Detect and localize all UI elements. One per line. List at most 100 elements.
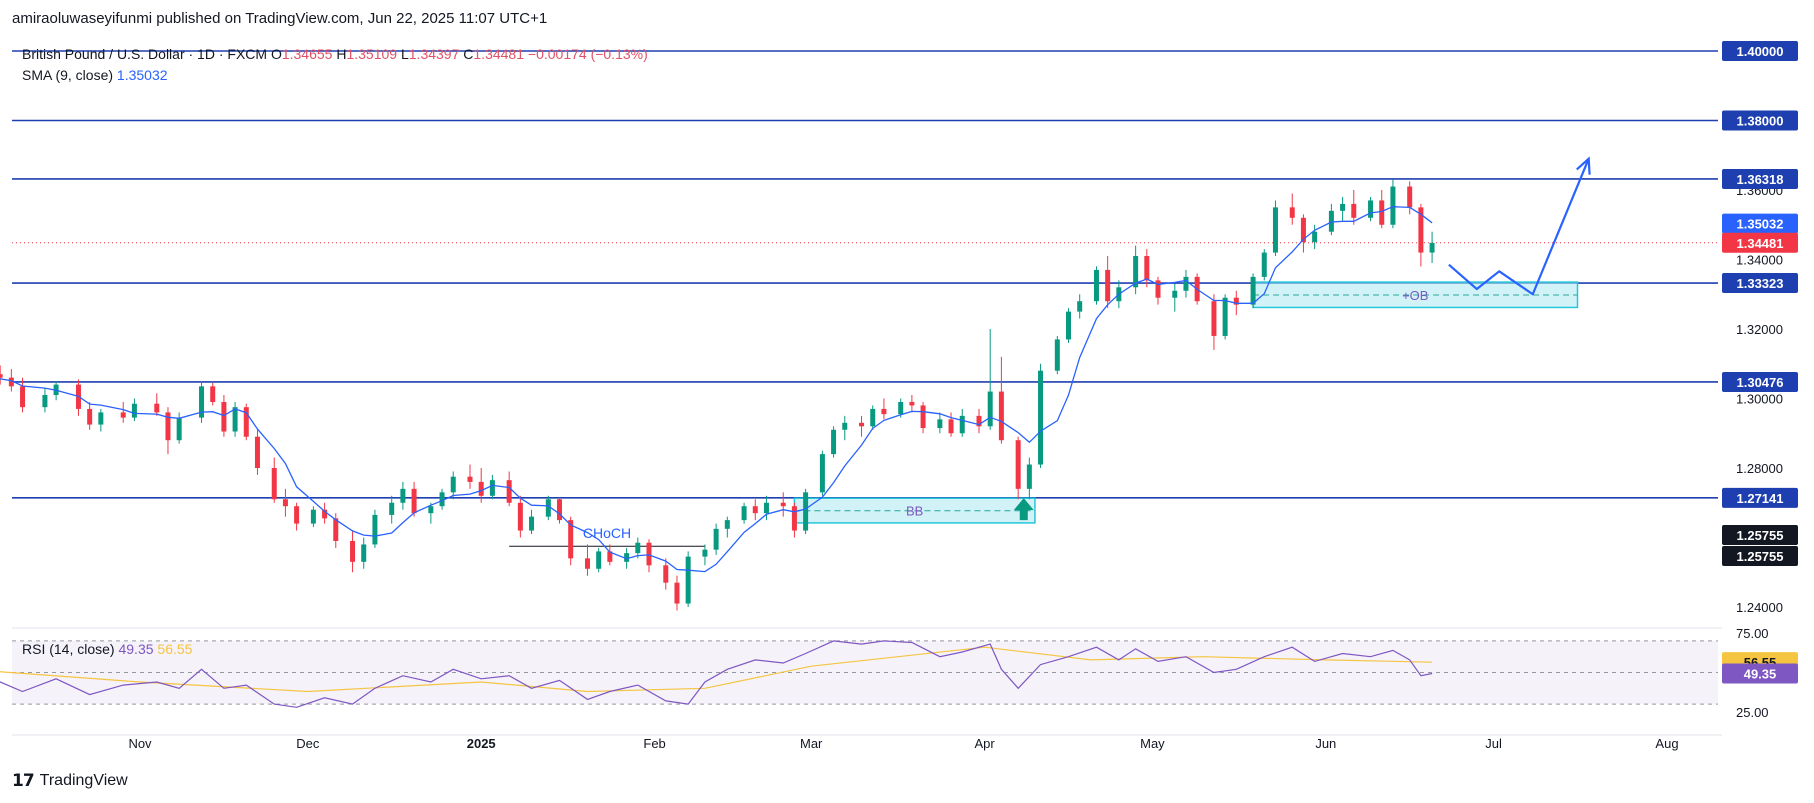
rsi-tick-label: 25.00 [1736, 705, 1769, 720]
open-label: O [270, 46, 282, 62]
candle-body [596, 551, 602, 569]
candle-body [517, 502, 523, 531]
candle-body [870, 408, 876, 427]
rsi-band [12, 640, 1718, 705]
crosshair-badge-bg [1722, 525, 1798, 546]
candle-body [87, 408, 93, 425]
time-tick-label: Apr [974, 736, 995, 751]
candle-body [1133, 256, 1139, 288]
rsi-tick-label: 75.00 [1736, 626, 1769, 641]
time-tick-label: Jul [1485, 736, 1502, 751]
candle-body [154, 403, 160, 413]
candle-body [361, 544, 367, 562]
rsi-ma-value: 56.55 [157, 641, 193, 657]
close-value: 1.34481 [473, 46, 524, 62]
candle-body [333, 518, 339, 541]
time-tick-label: Mar [800, 736, 823, 751]
candle-body [1312, 231, 1318, 243]
candle-body [568, 520, 574, 559]
open-value: 1.34655 [281, 46, 333, 62]
candle-body [713, 528, 719, 550]
candle-body [1054, 339, 1060, 371]
candle-body [1211, 301, 1217, 336]
up-arrow-icon [1013, 498, 1034, 521]
candle-body [741, 506, 747, 521]
candle-body [199, 386, 205, 418]
level-badge: 1.30476 [1737, 375, 1784, 390]
candle-body [506, 480, 512, 503]
candle-body [411, 488, 417, 514]
time-tick-label: May [1140, 736, 1165, 751]
candle-body [724, 520, 730, 529]
sma-badge: 1.35032 [1737, 217, 1784, 232]
rsi-badge: 49.35 [1744, 667, 1777, 682]
candle-body [467, 476, 473, 482]
candle-body [624, 553, 630, 562]
candle-body [1144, 256, 1150, 281]
crosshair-badge: 1.25755 [1737, 549, 1784, 564]
last-price-badge-bg [1722, 232, 1798, 253]
candle-body [791, 506, 797, 531]
candle-body [0, 374, 3, 378]
candle-body [937, 419, 943, 429]
candle-body [20, 386, 26, 408]
level-badge-bg [1722, 273, 1798, 294]
level-badge: 1.33323 [1737, 276, 1784, 291]
candle-body [1015, 440, 1021, 489]
crosshair-badge: 1.25755 [1737, 528, 1784, 543]
low-label: L [400, 46, 409, 62]
candle-body [1379, 200, 1385, 225]
high-value: 1.35109 [346, 46, 398, 62]
candle-body [987, 391, 993, 427]
rsi-ma-line [0, 646, 1433, 693]
candle-body [400, 488, 406, 503]
low-value: 1.34397 [408, 46, 460, 62]
candle-body [780, 502, 786, 507]
candle-body [1418, 207, 1424, 253]
candle-body [646, 542, 652, 566]
candle-body [909, 401, 915, 406]
level-badge-bg [1722, 110, 1798, 131]
candle-body [120, 412, 126, 418]
candle-body [948, 419, 954, 434]
level-badge: 1.38000 [1737, 114, 1784, 129]
candle-body [439, 492, 445, 507]
candle-body [752, 506, 758, 514]
price-tick-label: 1.28000 [1736, 461, 1783, 476]
rsi-value: 49.35 [118, 641, 154, 657]
candle-body [976, 415, 982, 427]
candle-body [243, 407, 249, 437]
zone-label: BB [906, 504, 923, 519]
candle-body [350, 540, 356, 562]
candle-body [478, 481, 484, 496]
candle-body [254, 436, 260, 468]
candle-body [663, 565, 669, 583]
time-tick-label: Aug [1655, 736, 1678, 751]
rsi-label: RSI (14, close) [22, 641, 115, 657]
candle-body [1250, 276, 1256, 305]
candle-body [389, 502, 395, 515]
rsi-legend: RSI (14, close) 49.35 56.55 [22, 641, 192, 657]
candle-body [176, 417, 182, 441]
candle-body [763, 502, 769, 514]
candle-body [1172, 290, 1178, 298]
tradingview-logo[interactable]: 𝟭𝟳 TradingView [12, 771, 128, 791]
candle-body [1222, 297, 1228, 336]
candle-body [702, 549, 708, 557]
candle-body [557, 499, 563, 521]
candle-body [1038, 370, 1044, 465]
time-tick-label: Nov [128, 736, 152, 751]
sma-line [0, 206, 1433, 573]
candle-body [232, 407, 238, 432]
level-badge: 1.40000 [1737, 44, 1784, 59]
time-tick-label: 2025 [467, 736, 496, 751]
candle-body [1340, 203, 1346, 211]
choch-label: CHoCH [583, 525, 631, 541]
candle-body [310, 509, 316, 524]
candle-body [584, 558, 590, 569]
candle-body [210, 386, 216, 402]
candle-body [221, 401, 227, 432]
level-badge-bg [1722, 487, 1798, 508]
candle-body [8, 377, 14, 387]
